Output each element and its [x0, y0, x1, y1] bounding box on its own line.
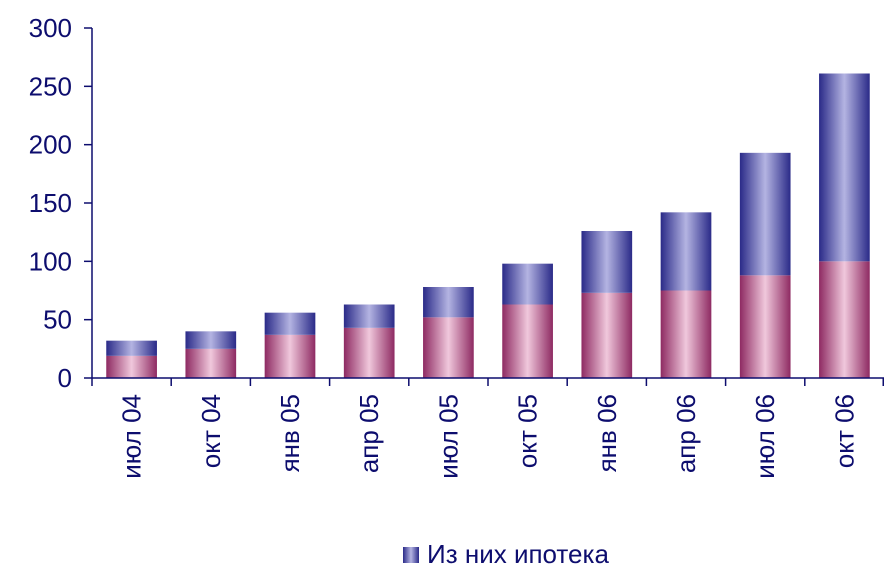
x-category-label: апр 06 [671, 394, 701, 473]
bar-mortgage-segment [106, 340, 157, 356]
bar-base-segment [581, 292, 633, 378]
x-category-label: окт 06 [829, 394, 859, 468]
bar-base-segment [185, 348, 237, 378]
bar-mortgage-segment [264, 312, 316, 335]
bar-mortgage-segment [581, 231, 633, 293]
y-tick-label: 300 [29, 13, 72, 43]
x-category-label: апр 05 [354, 394, 384, 473]
legend-swatch [403, 547, 419, 563]
legend: Из них ипотека [403, 539, 609, 569]
y-tick-label: 0 [58, 363, 72, 393]
bar-base-segment [739, 275, 791, 378]
x-category-label: июл 04 [117, 394, 147, 479]
x-axis: июл 04 окт 04 янв 05 апр 05 июл 05 окт 05 янв … [91, 377, 884, 479]
bar-base-segment [343, 327, 395, 378]
y-tick-label: 50 [43, 305, 72, 335]
bars [106, 73, 870, 378]
bar-base-segment [660, 290, 712, 378]
bar-mortgage-segment [660, 212, 712, 291]
x-category-label: июл 05 [433, 394, 463, 479]
bar-base-segment [423, 317, 474, 378]
bar-mortgage-segment [819, 73, 870, 262]
x-category-label: июл 06 [750, 394, 780, 479]
bar-base-segment [502, 304, 553, 378]
x-category-label: янв 05 [275, 394, 305, 472]
y-tick-label: 100 [29, 246, 72, 276]
y-tick-label: 250 [29, 71, 72, 101]
y-tick-label: 150 [29, 188, 72, 218]
bar-mortgage-segment [185, 331, 237, 349]
y-axis: 0 50 100 150 200 250 300 [29, 13, 93, 393]
bar-base-segment [106, 355, 157, 378]
x-category-label: окт 04 [196, 394, 226, 468]
bar-mortgage-segment [423, 287, 474, 318]
legend-label: Из них ипотека [427, 539, 609, 569]
x-category-label: окт 05 [513, 394, 543, 468]
bar-mortgage-segment [343, 304, 395, 328]
bar-mortgage-segment [502, 263, 553, 305]
y-tick-label: 200 [29, 130, 72, 160]
bar-base-segment [264, 334, 316, 378]
x-category-label: янв 06 [592, 394, 622, 472]
bar-mortgage-segment [739, 152, 791, 276]
bar-base-segment [819, 261, 870, 378]
